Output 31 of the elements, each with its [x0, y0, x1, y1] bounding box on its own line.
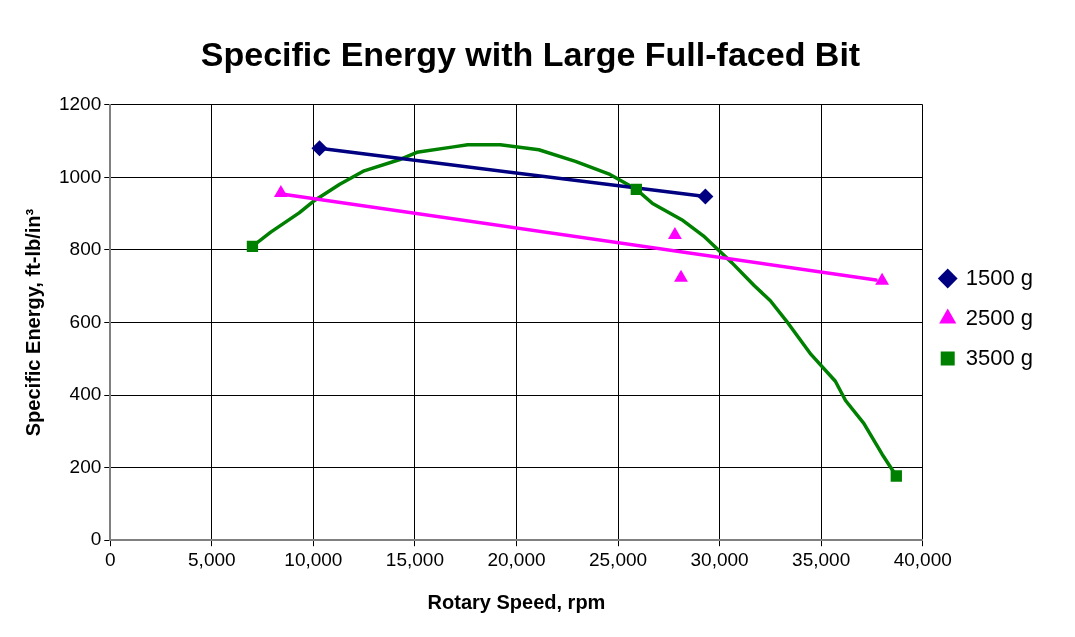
y-axis-title: Specific Energy, ft-lb/in³: [21, 208, 44, 437]
point: [674, 269, 688, 282]
y-tick-label: 0: [90, 528, 102, 550]
point: [890, 470, 902, 482]
y-tick-label: 1000: [58, 165, 102, 187]
x-tick-label: 20,000: [487, 548, 546, 570]
legend-label: 3500 g: [965, 344, 1034, 370]
y-tick-label: 600: [69, 310, 102, 332]
x-tick-label: 0: [104, 548, 116, 570]
y-tick-label: 400: [69, 383, 102, 405]
y-tick-label: 1200: [58, 93, 102, 115]
x-tick-label: 15,000: [385, 548, 444, 570]
y-tick-label: 200: [69, 455, 102, 477]
x-tick-label: 5,000: [188, 548, 236, 570]
y-tick-label: 800: [69, 238, 102, 260]
legend-label: 1500 g: [965, 264, 1034, 290]
point: [667, 227, 682, 240]
x-tick-label: 35,000: [792, 548, 851, 570]
point: [875, 272, 890, 285]
x-tick-label: 40,000: [893, 548, 952, 570]
point: [311, 140, 328, 157]
chart-title: Specific Energy with Large Full-faced Bit: [200, 34, 861, 73]
x-axis-title: Rotary Speed, rpm: [427, 590, 606, 613]
point: [630, 183, 642, 195]
point: [697, 188, 714, 205]
x-tick-label: 25,000: [588, 548, 648, 570]
point: [246, 240, 259, 252]
x-tick-label: 10,000: [284, 548, 343, 570]
point: [273, 184, 288, 197]
x-tick-label: 30,000: [690, 548, 749, 570]
legend-label: 2500 g: [965, 304, 1034, 330]
